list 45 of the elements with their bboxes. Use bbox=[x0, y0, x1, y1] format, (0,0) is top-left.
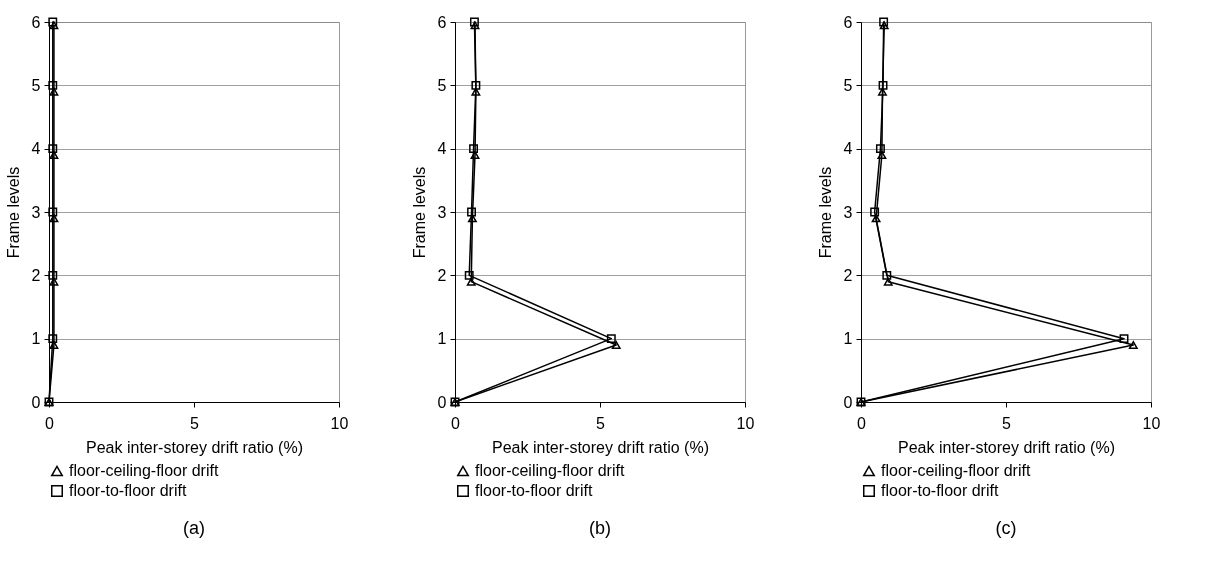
y-tick-label: 5 bbox=[843, 76, 853, 94]
x-tick-label: 10 bbox=[330, 414, 349, 432]
x-tick-label: 0 bbox=[45, 414, 55, 432]
y-tick-label: 4 bbox=[437, 140, 447, 158]
x-tick-label: 0 bbox=[451, 414, 461, 432]
y-tick-label: 3 bbox=[843, 203, 853, 221]
text: (b) bbox=[589, 518, 611, 538]
y-tick-label: 4 bbox=[31, 140, 41, 158]
text: (a) bbox=[183, 518, 205, 538]
x-tick-label: 10 bbox=[736, 414, 755, 432]
y-tick-label: 6 bbox=[437, 13, 447, 31]
y-tick-label: 6 bbox=[31, 13, 41, 31]
y-axis-title: Frame levels bbox=[4, 166, 22, 259]
y-tick-label: 2 bbox=[843, 266, 853, 284]
x-axis-title: Peak inter-storey drift ratio (%) bbox=[86, 438, 303, 456]
y-tick-label: 0 bbox=[31, 393, 41, 411]
y-tick-label: 4 bbox=[843, 140, 853, 158]
y-tick-label: 3 bbox=[437, 203, 447, 221]
y-tick-label: 1 bbox=[31, 330, 41, 348]
y-tick-label: 2 bbox=[31, 266, 41, 284]
x-tick-label: 5 bbox=[190, 414, 200, 432]
x-tick-label: 5 bbox=[596, 414, 606, 432]
y-tick-label: 3 bbox=[31, 203, 41, 221]
y-tick-label: 6 bbox=[843, 13, 853, 31]
legend-label: floor-to-floor drift bbox=[881, 482, 999, 499]
legend-label: floor-to-floor drift bbox=[475, 482, 593, 499]
legend-label: floor-ceiling-floor drift bbox=[881, 462, 1031, 479]
y-axis-title: Frame levels bbox=[410, 166, 428, 259]
y-tick-label: 5 bbox=[31, 76, 41, 94]
y-tick-label: 5 bbox=[437, 76, 447, 94]
x-tick-label: 5 bbox=[1002, 414, 1012, 432]
x-axis-title: Peak inter-storey drift ratio (%) bbox=[492, 438, 709, 456]
y-axis-title: Frame levels bbox=[816, 166, 834, 259]
y-tick-label: 2 bbox=[437, 266, 447, 284]
x-axis-title: Peak inter-storey drift ratio (%) bbox=[898, 438, 1115, 456]
legend-label: floor-ceiling-floor drift bbox=[69, 462, 219, 479]
legend-label: floor-to-floor drift bbox=[69, 482, 187, 499]
y-tick-label: 0 bbox=[437, 393, 447, 411]
y-tick-label: 1 bbox=[437, 330, 447, 348]
y-tick-label: 1 bbox=[843, 330, 853, 348]
x-tick-label: 0 bbox=[857, 414, 867, 432]
text: (c) bbox=[995, 518, 1017, 538]
y-tick-label: 0 bbox=[843, 393, 853, 411]
legend-label: floor-ceiling-floor drift bbox=[475, 462, 625, 479]
x-tick-label: 10 bbox=[1142, 414, 1161, 432]
